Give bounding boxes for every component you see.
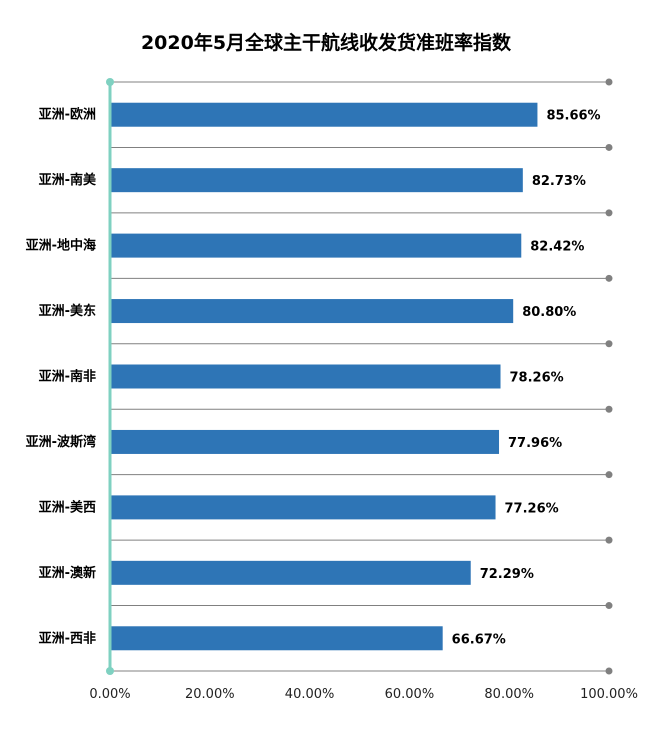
data-label: 78.26% <box>510 371 564 386</box>
data-label: 80.80% <box>522 305 576 320</box>
category-label: 亚洲-澳新 <box>39 565 96 581</box>
y-axis-end-dot <box>106 78 114 86</box>
gridline-end-dot <box>605 405 613 413</box>
data-label: 82.42% <box>530 240 584 255</box>
bar <box>111 168 523 193</box>
bar <box>111 299 514 324</box>
bar <box>111 102 538 127</box>
x-tick-label: 100.00% <box>580 687 638 702</box>
category-label: 亚洲-西非 <box>39 630 96 646</box>
category-label: 亚洲-南美 <box>39 172 97 188</box>
y-axis-end-dot <box>106 667 114 675</box>
x-tick-label: 40.00% <box>285 687 335 702</box>
gridline-end-dot <box>605 471 613 479</box>
bar <box>111 495 496 520</box>
gridline-end-dot <box>605 340 613 348</box>
gridline-end-dot <box>605 209 613 217</box>
chart-title: 2020年5月全球主干航线收发货准班率指数 <box>140 32 512 54</box>
bar <box>111 626 443 651</box>
bar <box>111 233 522 258</box>
category-label: 亚洲-欧洲 <box>39 107 96 123</box>
category-label: 亚洲-南非 <box>39 369 96 385</box>
bar <box>111 364 501 389</box>
x-tick-label: 0.00% <box>89 687 130 702</box>
gridline-end-dot <box>605 536 613 544</box>
data-label: 82.73% <box>532 174 586 189</box>
x-tick-label: 80.00% <box>484 687 534 702</box>
category-label: 亚洲-波斯湾 <box>26 434 96 450</box>
x-tick-label: 20.00% <box>185 687 235 702</box>
category-label: 亚洲-美西 <box>39 499 96 515</box>
gridline-end-dot <box>605 143 613 151</box>
gridline-end-dot <box>605 667 613 675</box>
category-label: 亚洲-美东 <box>39 303 96 319</box>
data-label: 77.96% <box>508 436 562 451</box>
gridline-end-dot <box>605 274 613 282</box>
data-label: 77.26% <box>505 501 559 516</box>
data-label: 72.29% <box>480 567 534 582</box>
data-label: 66.67% <box>452 632 506 647</box>
category-label: 亚洲-地中海 <box>26 238 96 254</box>
bar <box>111 429 500 454</box>
bar <box>111 560 471 585</box>
gridline-end-dot <box>605 78 613 86</box>
x-tick-label: 60.00% <box>385 687 435 702</box>
gridline-end-dot <box>605 602 613 610</box>
data-label: 85.66% <box>546 109 600 124</box>
